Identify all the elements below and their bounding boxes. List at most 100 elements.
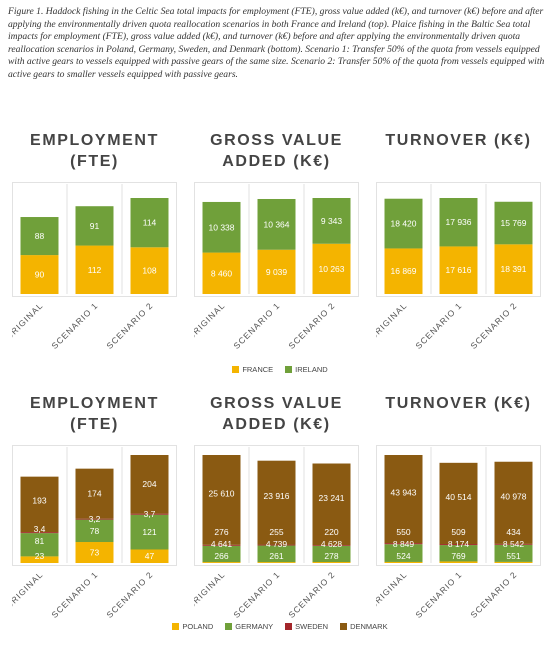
legend-item: GERMANY [225, 622, 273, 631]
bar-segment [257, 198, 296, 250]
x-tick-label: SCENARIO 1 [413, 300, 464, 351]
x-tick-label: SCENARIO 2 [286, 569, 337, 620]
legend-swatch [340, 623, 348, 630]
bar-segment [75, 206, 114, 246]
value-label: 90 [35, 270, 45, 280]
legend-swatch [225, 623, 233, 630]
value-label: 121 [142, 527, 156, 537]
value-label: 769 [451, 551, 465, 561]
chart: 90 88 ORIGINAL 112 91 SCENARIO 1 108 114 SCENARI… [12, 182, 177, 351]
bar-segment [384, 455, 423, 544]
x-tick-label: SCENARIO 2 [468, 569, 519, 620]
chart: 266 4 641 276 25 610 ORIGINAL 261 4 739 255 23 9… [194, 445, 359, 620]
value-label: 4 739 [266, 539, 288, 549]
chart-title: EMPLOYMENT (FTE) [30, 395, 159, 433]
value-label: 15 769 [501, 218, 527, 228]
bar-segment [75, 542, 114, 563]
value-label: 81 [35, 536, 45, 546]
value-label: 220 [324, 527, 338, 537]
bar-segment [130, 455, 169, 514]
bar-segment [257, 544, 296, 546]
x-tick-label: SCENARIO 2 [104, 569, 155, 620]
bar-segment [75, 468, 114, 519]
value-label: 10 338 [209, 222, 235, 232]
bar-segment [439, 544, 478, 546]
x-tick-label: SCENARIO 1 [49, 300, 100, 351]
bar-segment [494, 461, 533, 544]
x-tick-label: SCENARIO 2 [286, 300, 337, 351]
value-label: 434 [506, 527, 520, 537]
bar-segment [20, 217, 59, 256]
bar-segment [130, 513, 169, 515]
value-label: 112 [88, 265, 102, 275]
bar-segment [202, 544, 241, 546]
bar-segment [257, 545, 296, 563]
legend-item: DENMARK [340, 622, 388, 631]
legend-swatch [285, 366, 293, 373]
chart: 23 81 3,4 193 ORIGINAL 73 78 3,2 174 SCENARIO 1 47… [12, 445, 177, 620]
value-label: 9 039 [266, 267, 288, 277]
legend-item: IRELAND [285, 365, 328, 374]
x-tick-label: ORIGINAL [194, 300, 227, 341]
x-tick-label: ORIGINAL [194, 569, 227, 610]
value-label: 40 514 [446, 492, 472, 502]
plot-frame [194, 182, 359, 297]
bar-segment [439, 561, 478, 563]
legend-label: FRANCE [242, 365, 274, 374]
bar-segment [20, 255, 59, 294]
value-label: 204 [142, 479, 156, 489]
bar-segment [494, 201, 533, 245]
legend-label: POLAND [182, 622, 214, 631]
legend-swatch [172, 623, 180, 630]
bar-segment [439, 545, 478, 562]
value-label: 551 [506, 551, 520, 561]
bar-segment [130, 198, 169, 248]
bar-segment [494, 244, 533, 294]
bar-segment [439, 462, 478, 545]
value-label: 17 936 [446, 217, 472, 227]
chart-title: TURNOVER (K€) [385, 132, 532, 149]
value-label: 108 [142, 266, 156, 276]
plot-frame [376, 445, 541, 566]
bar-segment [439, 246, 478, 294]
bar-segment [75, 519, 114, 543]
bar-segment [202, 201, 241, 253]
legend-label: IRELAND [295, 365, 328, 374]
bar-segment [384, 561, 423, 563]
bar-segment [494, 544, 533, 562]
x-tick-label: SCENARIO 2 [104, 300, 155, 351]
chart-title: GROSS VALUE ADDED (K€) [210, 395, 343, 433]
value-label: 73 [90, 548, 100, 558]
bar-segment [312, 243, 351, 294]
bar-segment [257, 460, 296, 545]
value-label: 88 [35, 231, 45, 241]
value-label: 47 [145, 551, 155, 561]
legend-label: DENMARK [350, 622, 388, 631]
bar-segment [257, 562, 296, 563]
bar-segment [312, 463, 351, 546]
bar-segment [202, 562, 241, 563]
bar-segment [130, 514, 169, 550]
chart: 8 460 10 338 ORIGINAL 9 039 10 364 SCENARIO 1… [194, 182, 359, 351]
value-label: 10 364 [264, 219, 290, 229]
legend-label: SWEDEN [295, 622, 329, 631]
value-label: 23 [35, 551, 45, 561]
bar-segment [75, 245, 114, 294]
bar-segment [20, 476, 59, 533]
legend-item: POLAND [172, 622, 213, 631]
caption: Figure 1. Haddock fishing in the Celtic … [8, 6, 545, 80]
value-label: 8 542 [503, 539, 525, 549]
value-label: 524 [396, 551, 410, 561]
bar-segment [20, 533, 59, 557]
value-label: 550 [396, 527, 410, 537]
chart-title: TURNOVER (K€) [385, 395, 532, 412]
bar-segment [384, 248, 423, 294]
value-label: 18 391 [501, 264, 527, 274]
chart-title: GROSS VALUE ADDED (K€) [210, 132, 343, 170]
value-label: 43 943 [391, 488, 417, 498]
bar-segment [384, 544, 423, 562]
value-label: 261 [269, 551, 283, 561]
value-label: 78 [90, 526, 100, 536]
value-label: 25 610 [209, 488, 235, 498]
